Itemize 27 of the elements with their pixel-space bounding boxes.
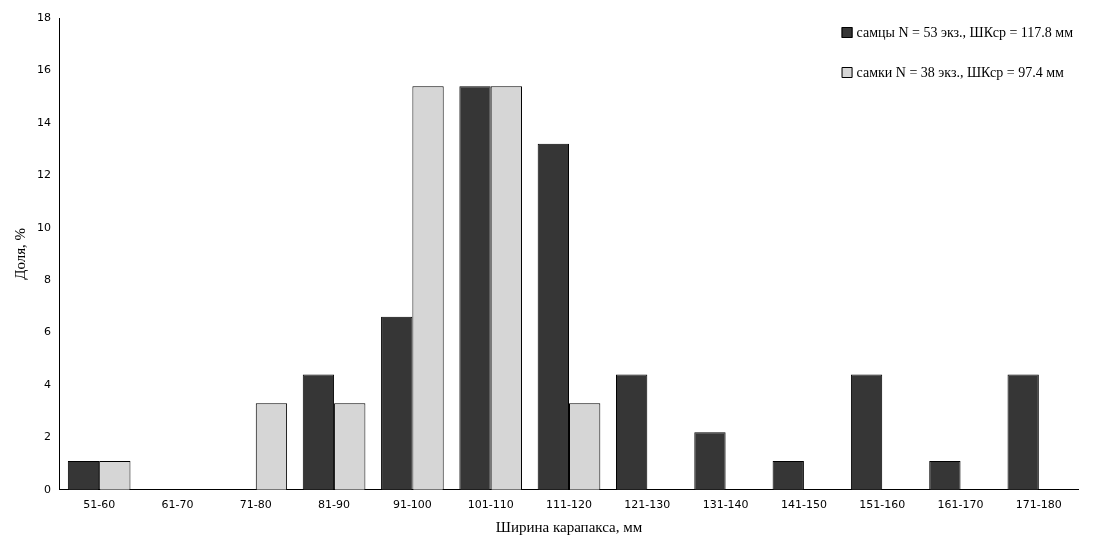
y-tick-label: 16 [37,63,51,77]
x-tick-label: 71-80 [239,498,272,512]
x-tick-label: 171-180 [1015,498,1062,512]
x-tick-label: 141-150 [780,498,827,512]
y-tick-label: 10 [37,220,51,234]
y-tick-label: 14 [37,115,51,129]
y-tick-label: 8 [44,272,51,286]
x-tick-label: 131-140 [702,498,749,512]
x-tick-label: 111-120 [546,498,592,512]
legend-label: самки N = 38 экз., ШКср = 97.4 мм [856,64,1065,80]
x-tick-label: 101-110 [467,498,514,512]
x-tick-label: 61-70 [161,498,194,512]
x-tick-label: 121-130 [624,498,671,512]
x-tick-label: 161-170 [937,498,984,512]
legend-label: самцы N = 53 экз., ШКср = 117.8 мм [856,24,1074,40]
x-tick-label: 151-160 [859,498,906,512]
y-axis-title: Доля, % [11,227,28,280]
x-tick-label: 81-90 [318,498,351,512]
x-axis-title: Ширина карапакса, мм [495,518,643,535]
y-tick-label: 12 [37,168,51,182]
x-tick-label: 51-60 [83,498,116,512]
y-tick-label: 6 [44,325,51,339]
x-tick-label: 91-100 [392,498,432,512]
y-tick-label: 0 [44,482,51,496]
y-tick-label: 2 [44,430,51,444]
y-tick-label: 4 [44,377,51,391]
y-tick-label: 18 [37,10,51,24]
